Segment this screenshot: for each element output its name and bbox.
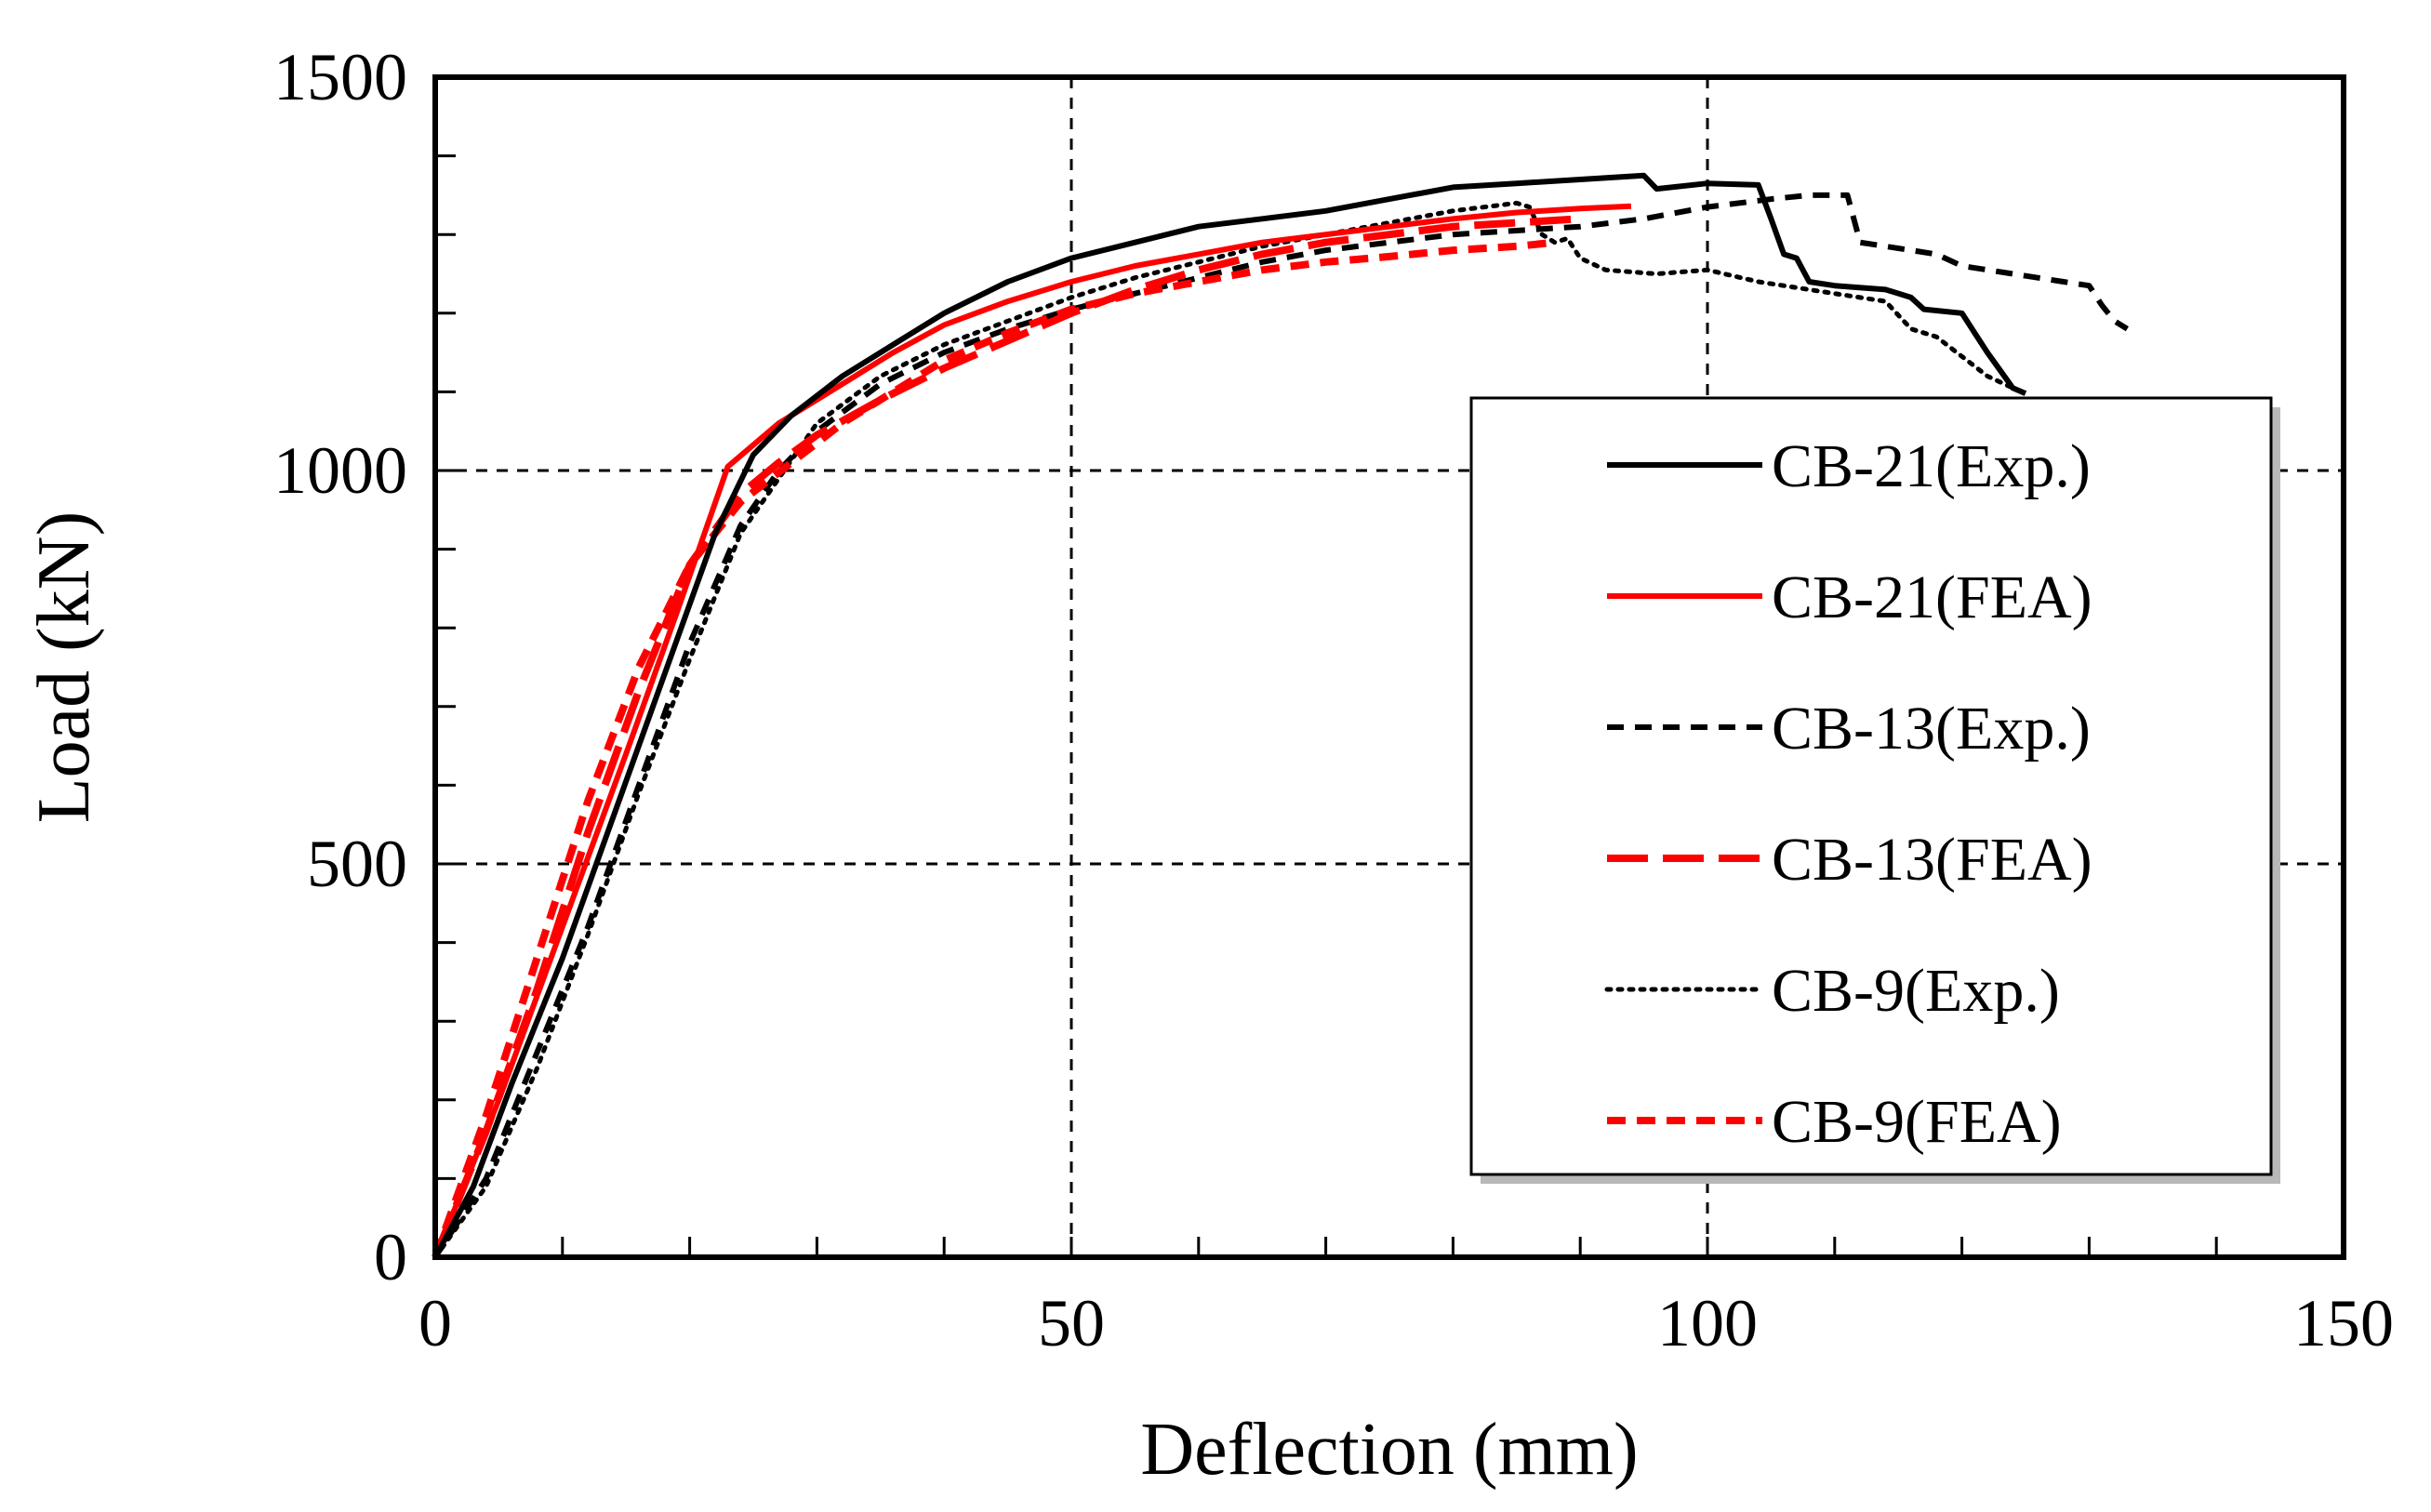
series-line-cb-13-fea	[432, 215, 1581, 1259]
y-tick-label: 1500	[273, 40, 407, 114]
legend-items: CB-21(Exp.) CB-21(FEA) CB-13(Exp.) CB-13(FE…	[1604, 432, 2092, 1156]
series-line-cb-21-fea	[432, 203, 1632, 1259]
y-tick-label: 0	[374, 1220, 407, 1294]
y-tick-label: 1000	[273, 433, 407, 508]
x-tick-label: 150	[2293, 1286, 2394, 1360]
series-lines	[432, 172, 2129, 1260]
series-line-cb-9-exp	[432, 200, 2015, 1260]
legend-label: CB-21(Exp.)	[1772, 432, 2091, 500]
legend: CB-21(Exp.) CB-21(FEA) CB-13(Exp.) CB-13(FE…	[1469, 396, 2280, 1184]
series-line-cb-21-exp	[432, 172, 2027, 1259]
series-line-cb-13-exp	[432, 192, 2129, 1259]
legend-label: CB-13(Exp.)	[1772, 695, 2091, 763]
legend-label: CB-21(FEA)	[1772, 564, 2092, 631]
x-tick-label: 50	[1038, 1286, 1105, 1360]
y-axis-title: Load (kN)	[23, 511, 105, 823]
legend-label: CB-9(FEA)	[1772, 1088, 2062, 1156]
x-tick-label: 0	[418, 1286, 452, 1360]
x-axis-title: Deflection (mm)	[1140, 1409, 1638, 1491]
plot-frame	[432, 74, 2346, 1260]
y-tick-label: 500	[307, 827, 407, 901]
x-tick-label: 100	[1657, 1286, 1758, 1360]
series-line-cb-9-fea	[432, 238, 1556, 1259]
legend-label: CB-13(FEA)	[1772, 826, 2092, 894]
legend-box	[1469, 396, 2273, 1176]
legend-label: CB-9(Exp.)	[1772, 957, 2060, 1025]
